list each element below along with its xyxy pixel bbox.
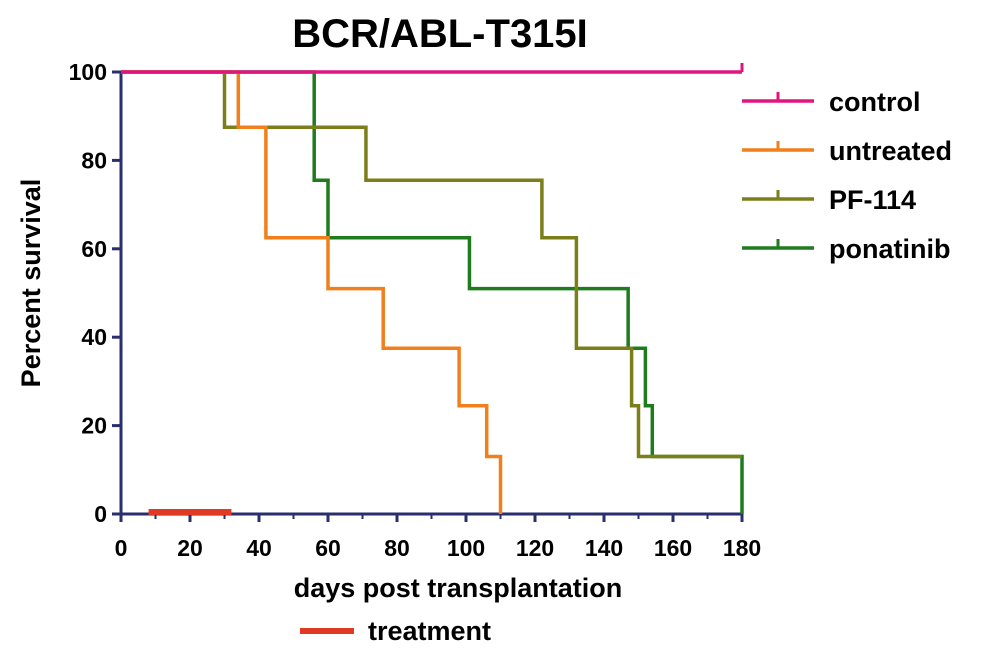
x-tick-label: 120 bbox=[516, 535, 554, 561]
x-tick-label: 40 bbox=[246, 535, 272, 561]
x-tick-label: 180 bbox=[723, 535, 761, 561]
treatment-legend-label: treatment bbox=[368, 616, 491, 646]
treatment-legend: treatment bbox=[300, 616, 491, 646]
y-tick-label: 20 bbox=[81, 413, 107, 439]
x-tick-label: 0 bbox=[115, 535, 128, 561]
x-tick-label: 100 bbox=[447, 535, 485, 561]
series-line-ponatinib bbox=[121, 70, 744, 514]
y-axis-title: Percent survival bbox=[16, 179, 46, 388]
legend-label-untreated: untreated bbox=[829, 136, 952, 166]
x-tick-label: 80 bbox=[384, 535, 410, 561]
y-tick-label: 60 bbox=[81, 236, 107, 262]
y-tick-label: 100 bbox=[69, 59, 107, 85]
legend-label-control: control bbox=[829, 87, 921, 117]
x-tick-label: 160 bbox=[654, 535, 692, 561]
legend-label-ponatinib: ponatinib bbox=[829, 234, 950, 264]
y-tick-label: 40 bbox=[81, 324, 107, 350]
x-tick-label: 140 bbox=[585, 535, 623, 561]
plot-area: 0 20 40 60 80 100 120 140 160 180 0 20 40 60 80 100 bbox=[69, 59, 762, 561]
chart-title: BCR/ABL-T315I bbox=[292, 12, 588, 56]
x-tick-label: 60 bbox=[315, 535, 341, 561]
legend: control untreated PF-114 ponatinib bbox=[742, 87, 952, 264]
legend-label-pf-114: PF-114 bbox=[829, 185, 916, 215]
series-line-pf-114 bbox=[121, 70, 742, 459]
x-tick-label: 20 bbox=[177, 535, 203, 561]
y-tick-label: 80 bbox=[81, 147, 107, 173]
y-tick-label: 0 bbox=[94, 501, 107, 527]
x-axis-title: days post transplantation bbox=[294, 573, 623, 603]
series-line-untreated bbox=[121, 70, 503, 514]
